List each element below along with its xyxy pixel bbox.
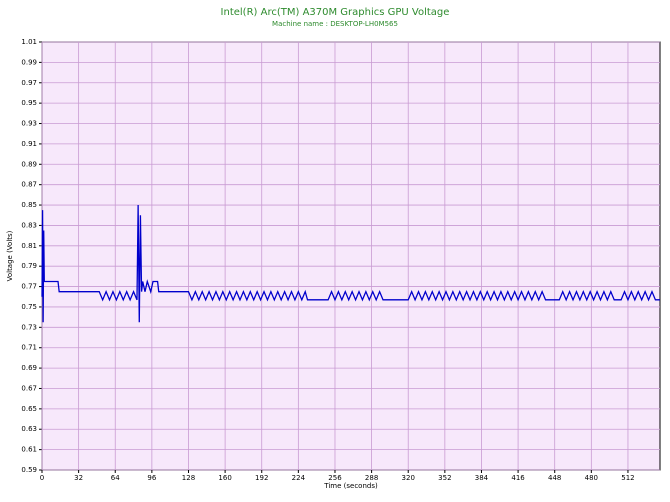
y-tick-label: 0.91: [21, 140, 37, 148]
y-tick-label: 1.01: [21, 38, 37, 46]
x-tick-label: 0: [40, 474, 44, 482]
y-tick-label: 0.79: [21, 262, 37, 270]
x-tick-label: 64: [111, 474, 120, 482]
y-tick-label: 0.75: [21, 303, 37, 311]
x-tick-label: 32: [74, 474, 83, 482]
y-tick-label: 0.93: [21, 120, 37, 128]
plot-area: [41, 41, 661, 471]
y-tick-label: 0.59: [21, 466, 37, 474]
chart-title: Intel(R) Arc(TM) A370M Graphics GPU Volt…: [221, 7, 450, 18]
x-tick-label: 224: [292, 474, 306, 482]
x-tick-label: 512: [621, 474, 634, 482]
y-tick-label: 0.85: [21, 201, 37, 209]
y-tick-label: 0.95: [21, 99, 37, 107]
y-tick-label: 0.77: [21, 283, 37, 291]
x-tick-label: 256: [328, 474, 342, 482]
y-tick-label: 0.97: [21, 79, 37, 87]
y-tick-label: 0.67: [21, 384, 37, 392]
y-tick-label: 0.87: [21, 181, 37, 189]
y-tick-label: 0.63: [21, 425, 37, 433]
x-tick-label: 320: [402, 474, 415, 482]
x-tick-label: 288: [365, 474, 378, 482]
y-tick-label: 0.69: [21, 364, 37, 372]
y-tick-label: 0.99: [21, 58, 37, 66]
x-tick-label: 480: [585, 474, 598, 482]
y-tick-label: 0.73: [21, 323, 37, 331]
y-tick-label: 0.83: [21, 221, 37, 229]
y-tick-label: 0.65: [21, 405, 37, 413]
x-tick-label: 384: [475, 474, 489, 482]
x-tick-label: 448: [548, 474, 561, 482]
x-axis-label: Time (seconds): [323, 482, 378, 490]
y-tick-label: 0.71: [21, 344, 37, 352]
y-tick-label: 0.89: [21, 160, 37, 168]
x-tick-label: 96: [147, 474, 156, 482]
y-tick-label: 0.61: [21, 446, 37, 454]
x-tick-label: 352: [438, 474, 451, 482]
chart-subtitle: Machine name : DESKTOP-LH0M565: [272, 20, 398, 28]
y-tick-label: 0.81: [21, 242, 37, 250]
x-tick-label: 416: [511, 474, 525, 482]
x-tick-label: 128: [182, 474, 195, 482]
x-tick-label: 192: [255, 474, 268, 482]
data-line: [41, 205, 660, 323]
y-axis-label: Voltage (Volts): [6, 230, 14, 281]
x-tick-label: 160: [218, 474, 231, 482]
